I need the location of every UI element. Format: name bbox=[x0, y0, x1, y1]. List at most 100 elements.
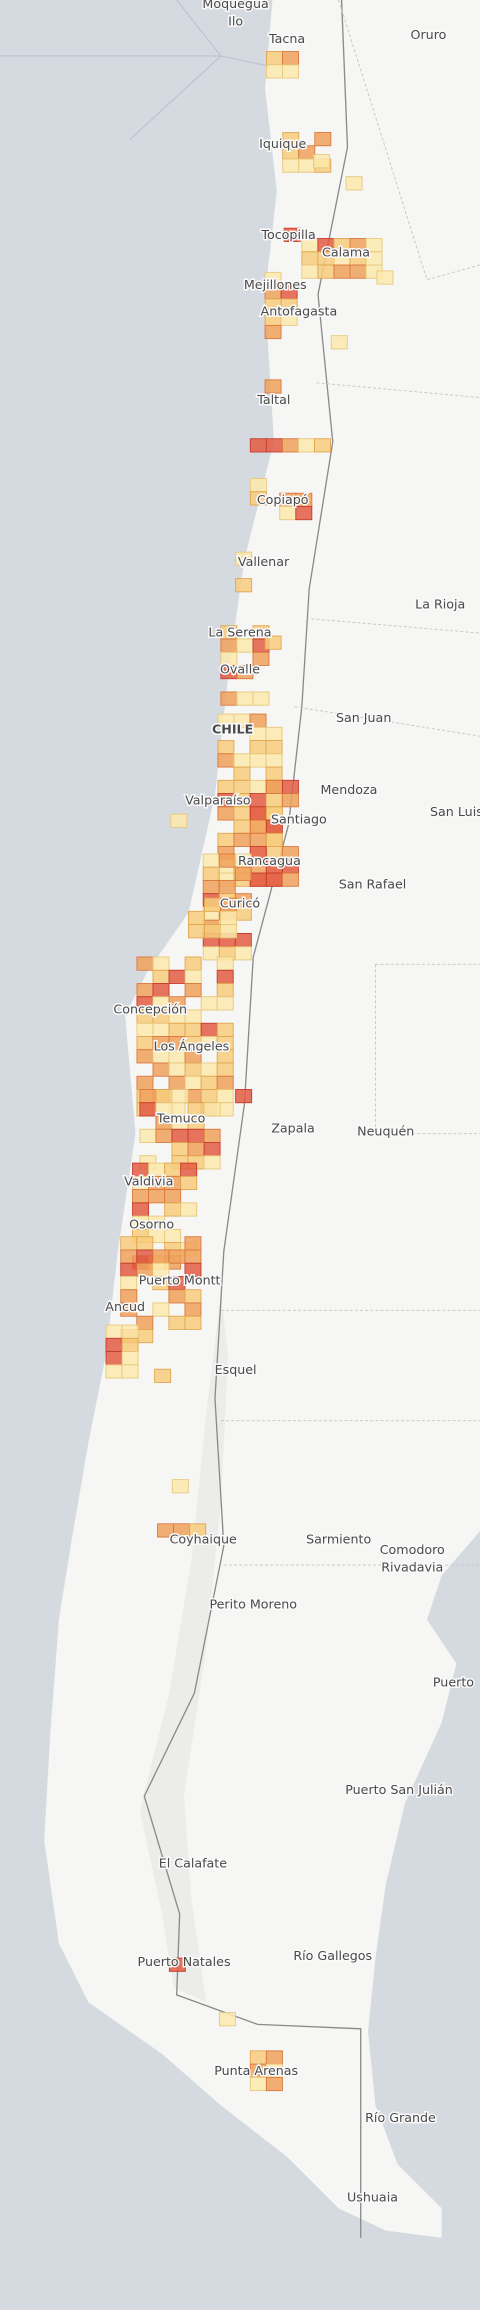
heat-cell bbox=[266, 64, 283, 79]
heat-cell bbox=[120, 1276, 138, 1291]
heat-cell bbox=[139, 1128, 157, 1143]
heat-cell bbox=[264, 635, 282, 650]
heat-cell bbox=[136, 1036, 154, 1051]
province-borders bbox=[220, 0, 480, 1566]
heat-cell bbox=[249, 832, 267, 847]
heat-cell bbox=[184, 983, 202, 998]
heat-cell bbox=[265, 740, 283, 755]
place-label: Zapala bbox=[271, 1121, 314, 1136]
heat-cell bbox=[281, 779, 299, 794]
heat-cell bbox=[155, 1128, 173, 1143]
heat-cell bbox=[184, 1236, 202, 1251]
place-label: Punta Arenas bbox=[214, 2063, 298, 2078]
place-label: Coyhaique bbox=[170, 1531, 237, 1546]
heat-cell bbox=[136, 956, 154, 971]
heat-cell bbox=[203, 1128, 221, 1143]
heat-cell bbox=[235, 578, 253, 593]
place-label: Comodoro bbox=[380, 1542, 445, 1557]
heat-cell bbox=[249, 806, 267, 821]
heat-cell bbox=[152, 1062, 170, 1077]
chile-border bbox=[143, 0, 362, 2238]
place-label: Río Grande bbox=[365, 2110, 436, 2125]
heat-cell bbox=[282, 64, 300, 79]
heat-cell bbox=[236, 665, 254, 680]
heat-cell bbox=[139, 1102, 157, 1117]
place-label: Tacna bbox=[268, 31, 305, 46]
heat-cell bbox=[249, 819, 267, 834]
heat-cell bbox=[152, 1249, 170, 1264]
heat-cell bbox=[155, 1089, 173, 1104]
heat-cell bbox=[154, 1368, 172, 1383]
heat-cell bbox=[216, 983, 234, 998]
heat-cell bbox=[184, 1315, 202, 1330]
heat-cell bbox=[249, 779, 267, 794]
heat-cell bbox=[265, 793, 283, 808]
heat-cell bbox=[220, 924, 238, 939]
heat-cell bbox=[184, 956, 202, 971]
place-label: Curicó bbox=[220, 895, 261, 910]
heat-cell bbox=[136, 1315, 154, 1330]
heat-cell bbox=[184, 1009, 202, 1024]
heat-cell bbox=[295, 506, 313, 521]
heat-cell bbox=[281, 872, 299, 887]
place-label: Mendoza bbox=[320, 782, 377, 797]
heat-cell bbox=[168, 1957, 186, 1972]
heat-cell bbox=[136, 983, 154, 998]
andes-shading bbox=[139, 1295, 229, 2003]
heat-cell bbox=[216, 969, 234, 984]
heat-cell bbox=[168, 1249, 186, 1264]
heat-cell bbox=[180, 1202, 198, 1217]
heat-cell bbox=[249, 793, 267, 808]
place-label: Ushuaia bbox=[347, 2190, 398, 2205]
heat-cell bbox=[249, 478, 267, 493]
heat-cell bbox=[217, 753, 235, 768]
place-label: Mejillones bbox=[244, 277, 307, 292]
heat-cell bbox=[282, 158, 300, 173]
heat-cell bbox=[164, 1189, 182, 1204]
heat-cell bbox=[184, 1262, 202, 1277]
place-label: Ovalle bbox=[220, 661, 260, 676]
heat-cell bbox=[265, 753, 283, 768]
place-label: Taltal bbox=[256, 392, 290, 407]
heat-cell bbox=[279, 506, 297, 521]
heat-cell bbox=[233, 766, 251, 781]
heat-cell bbox=[220, 691, 238, 706]
heat-cell bbox=[265, 779, 283, 794]
heat-cell bbox=[105, 1324, 123, 1339]
heat-cell bbox=[203, 1142, 221, 1157]
place-label: Perito Moreno bbox=[209, 1596, 297, 1611]
heat-cell bbox=[136, 1022, 154, 1037]
heat-cell bbox=[235, 551, 253, 566]
heat-cell bbox=[265, 2076, 283, 2092]
heat-cell bbox=[105, 1364, 123, 1379]
place-label: San Rafael bbox=[339, 876, 407, 891]
place-label: Copiapó bbox=[257, 492, 309, 507]
heat-cell bbox=[120, 1262, 138, 1277]
heat-cell bbox=[313, 154, 331, 169]
heat-cell bbox=[234, 866, 252, 881]
heat-cell bbox=[136, 1049, 154, 1064]
heat-cell bbox=[233, 832, 251, 847]
heat-cell bbox=[282, 51, 300, 66]
heat-cell bbox=[317, 264, 335, 279]
heat-cell bbox=[265, 766, 283, 781]
heat-cell bbox=[349, 264, 367, 279]
heat-cell bbox=[314, 438, 331, 453]
heat-cell bbox=[105, 1351, 123, 1366]
place-label: Concepción bbox=[113, 1001, 187, 1016]
heat-cell bbox=[184, 1062, 202, 1077]
heat-cell bbox=[171, 1479, 189, 1494]
heat-cell bbox=[216, 956, 234, 971]
heat-cell bbox=[265, 832, 283, 847]
heat-cell bbox=[266, 51, 283, 66]
heat-cell bbox=[233, 819, 251, 834]
heat-cell bbox=[152, 983, 170, 998]
heat-cell bbox=[345, 176, 363, 191]
place-label: Valdivia bbox=[124, 1174, 173, 1189]
place-label: Santiago bbox=[271, 812, 327, 827]
heat-cell bbox=[132, 1189, 150, 1204]
place-label: CHILE bbox=[212, 722, 253, 737]
heat-cell bbox=[121, 1324, 139, 1339]
heat-cell bbox=[333, 264, 351, 279]
